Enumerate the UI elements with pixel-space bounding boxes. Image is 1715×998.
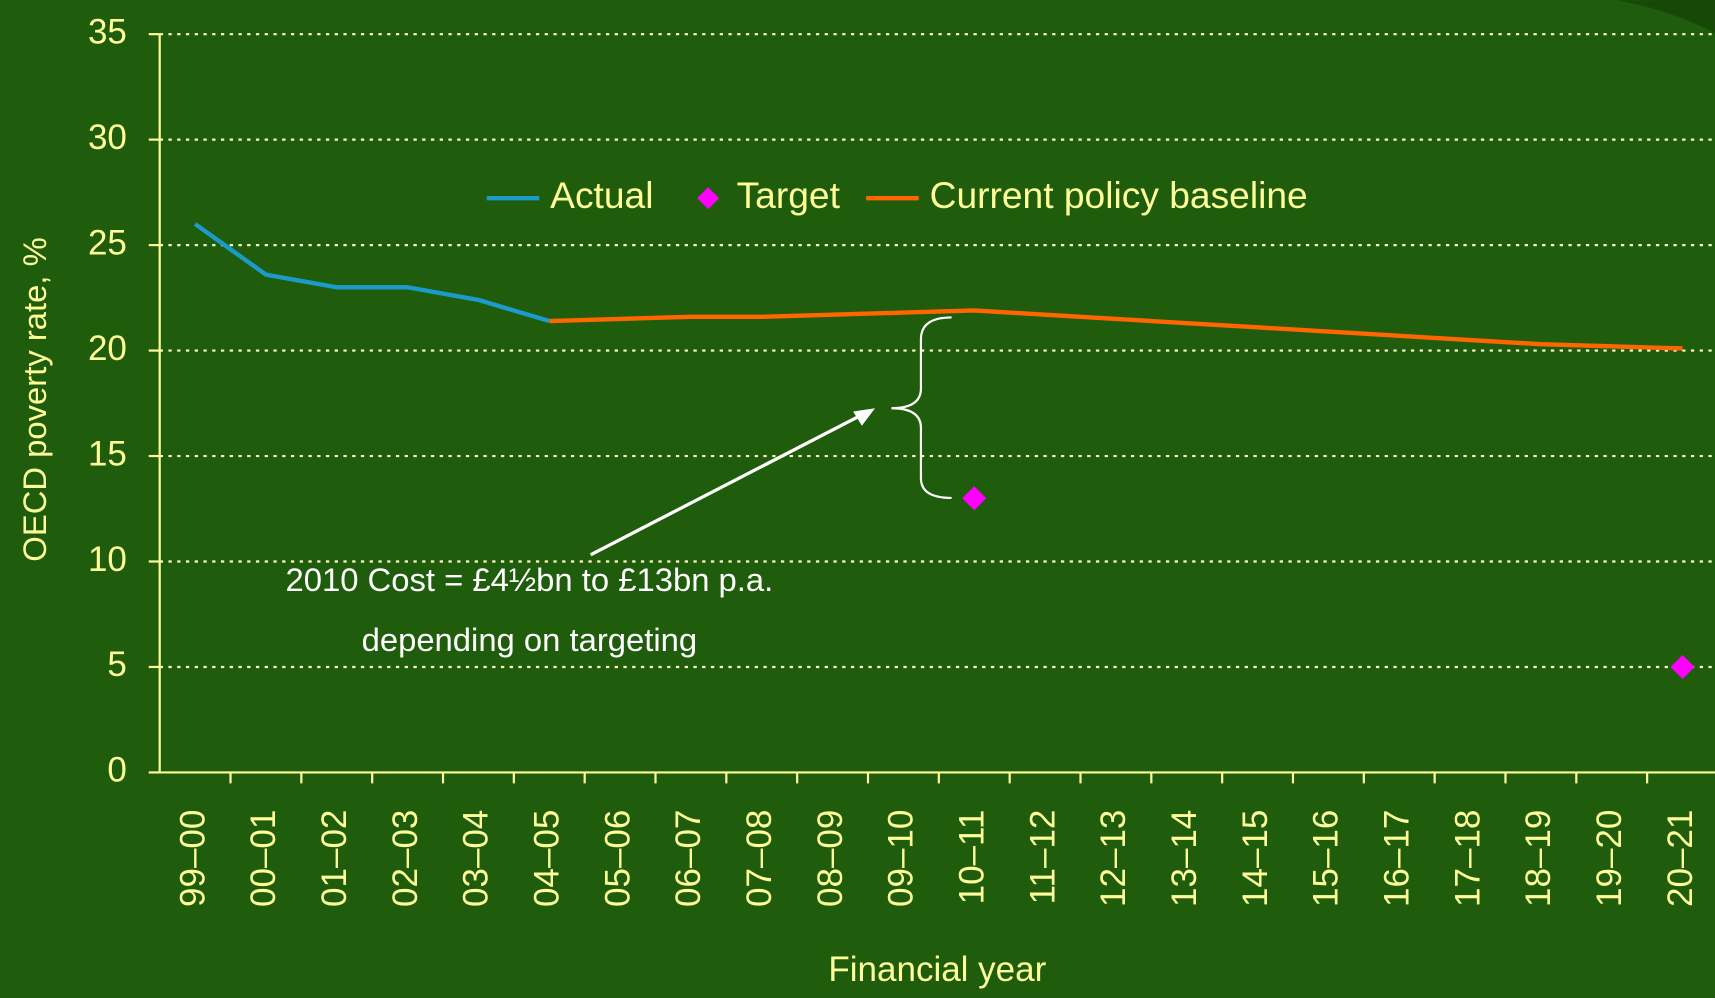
- series-line: [549, 308, 1683, 351]
- x-tick-label: 05–06: [598, 810, 637, 907]
- y-tick-label: 35: [88, 12, 127, 51]
- target-marker: [962, 486, 987, 511]
- y-tick-label: 5: [107, 645, 126, 684]
- x-tick-label: 00–01: [244, 810, 283, 907]
- x-tick-label: 20–21: [1661, 810, 1700, 907]
- x-tick-label: 01–02: [315, 810, 354, 907]
- x-tick-label: 16–17: [1377, 810, 1416, 907]
- target-marker: [1670, 654, 1695, 679]
- x-tick-label: 11–12: [1023, 810, 1062, 905]
- x-tick-label: 04–05: [528, 810, 567, 907]
- x-tick-label: 18–19: [1519, 810, 1558, 907]
- annotation-arrowhead: [853, 408, 875, 426]
- x-tick-label: 13–14: [1165, 810, 1204, 907]
- x-tick-label: 14–15: [1236, 810, 1275, 907]
- legend-label: Actual: [550, 174, 653, 216]
- x-tick-label: 12–13: [1094, 810, 1133, 907]
- annotation-text: depending on targeting: [362, 621, 698, 658]
- legend-label: Target: [737, 174, 841, 216]
- y-tick-label: 0: [107, 751, 126, 790]
- y-tick-label: 15: [88, 434, 127, 473]
- x-tick-label: 08–09: [811, 810, 850, 907]
- x-tick-label: 06–07: [669, 810, 708, 907]
- annotation-arrow: [589, 412, 865, 557]
- y-tick-label: 25: [88, 223, 127, 262]
- annotation-brace: [891, 316, 952, 499]
- x-tick-label: 07–08: [740, 810, 779, 907]
- x-tick-label: 17–18: [1448, 810, 1487, 907]
- legend-label: Current policy baseline: [930, 174, 1308, 216]
- corner-decoration: [1618, 0, 1715, 34]
- x-tick-label: 03–04: [457, 810, 496, 907]
- x-tick-label: 09–10: [882, 810, 921, 907]
- series-line: [193, 222, 550, 324]
- x-tick-label: 02–03: [386, 810, 425, 907]
- x-axis-label: Financial year: [828, 950, 1046, 989]
- y-tick-label: 10: [88, 540, 127, 579]
- y-axis-label: OECD poverty rate, %: [16, 237, 53, 561]
- y-tick-label: 30: [88, 118, 127, 157]
- x-tick-label: 10–11: [952, 810, 991, 905]
- x-tick-label: 15–16: [1307, 810, 1346, 907]
- y-tick-label: 20: [88, 329, 127, 368]
- x-tick-label: 19–20: [1590, 810, 1629, 907]
- legend-marker: [697, 187, 720, 210]
- x-tick-label: 99–00: [173, 810, 212, 907]
- annotation-text: 2010 Cost = £4½bn to £13bn p.a.: [285, 561, 773, 598]
